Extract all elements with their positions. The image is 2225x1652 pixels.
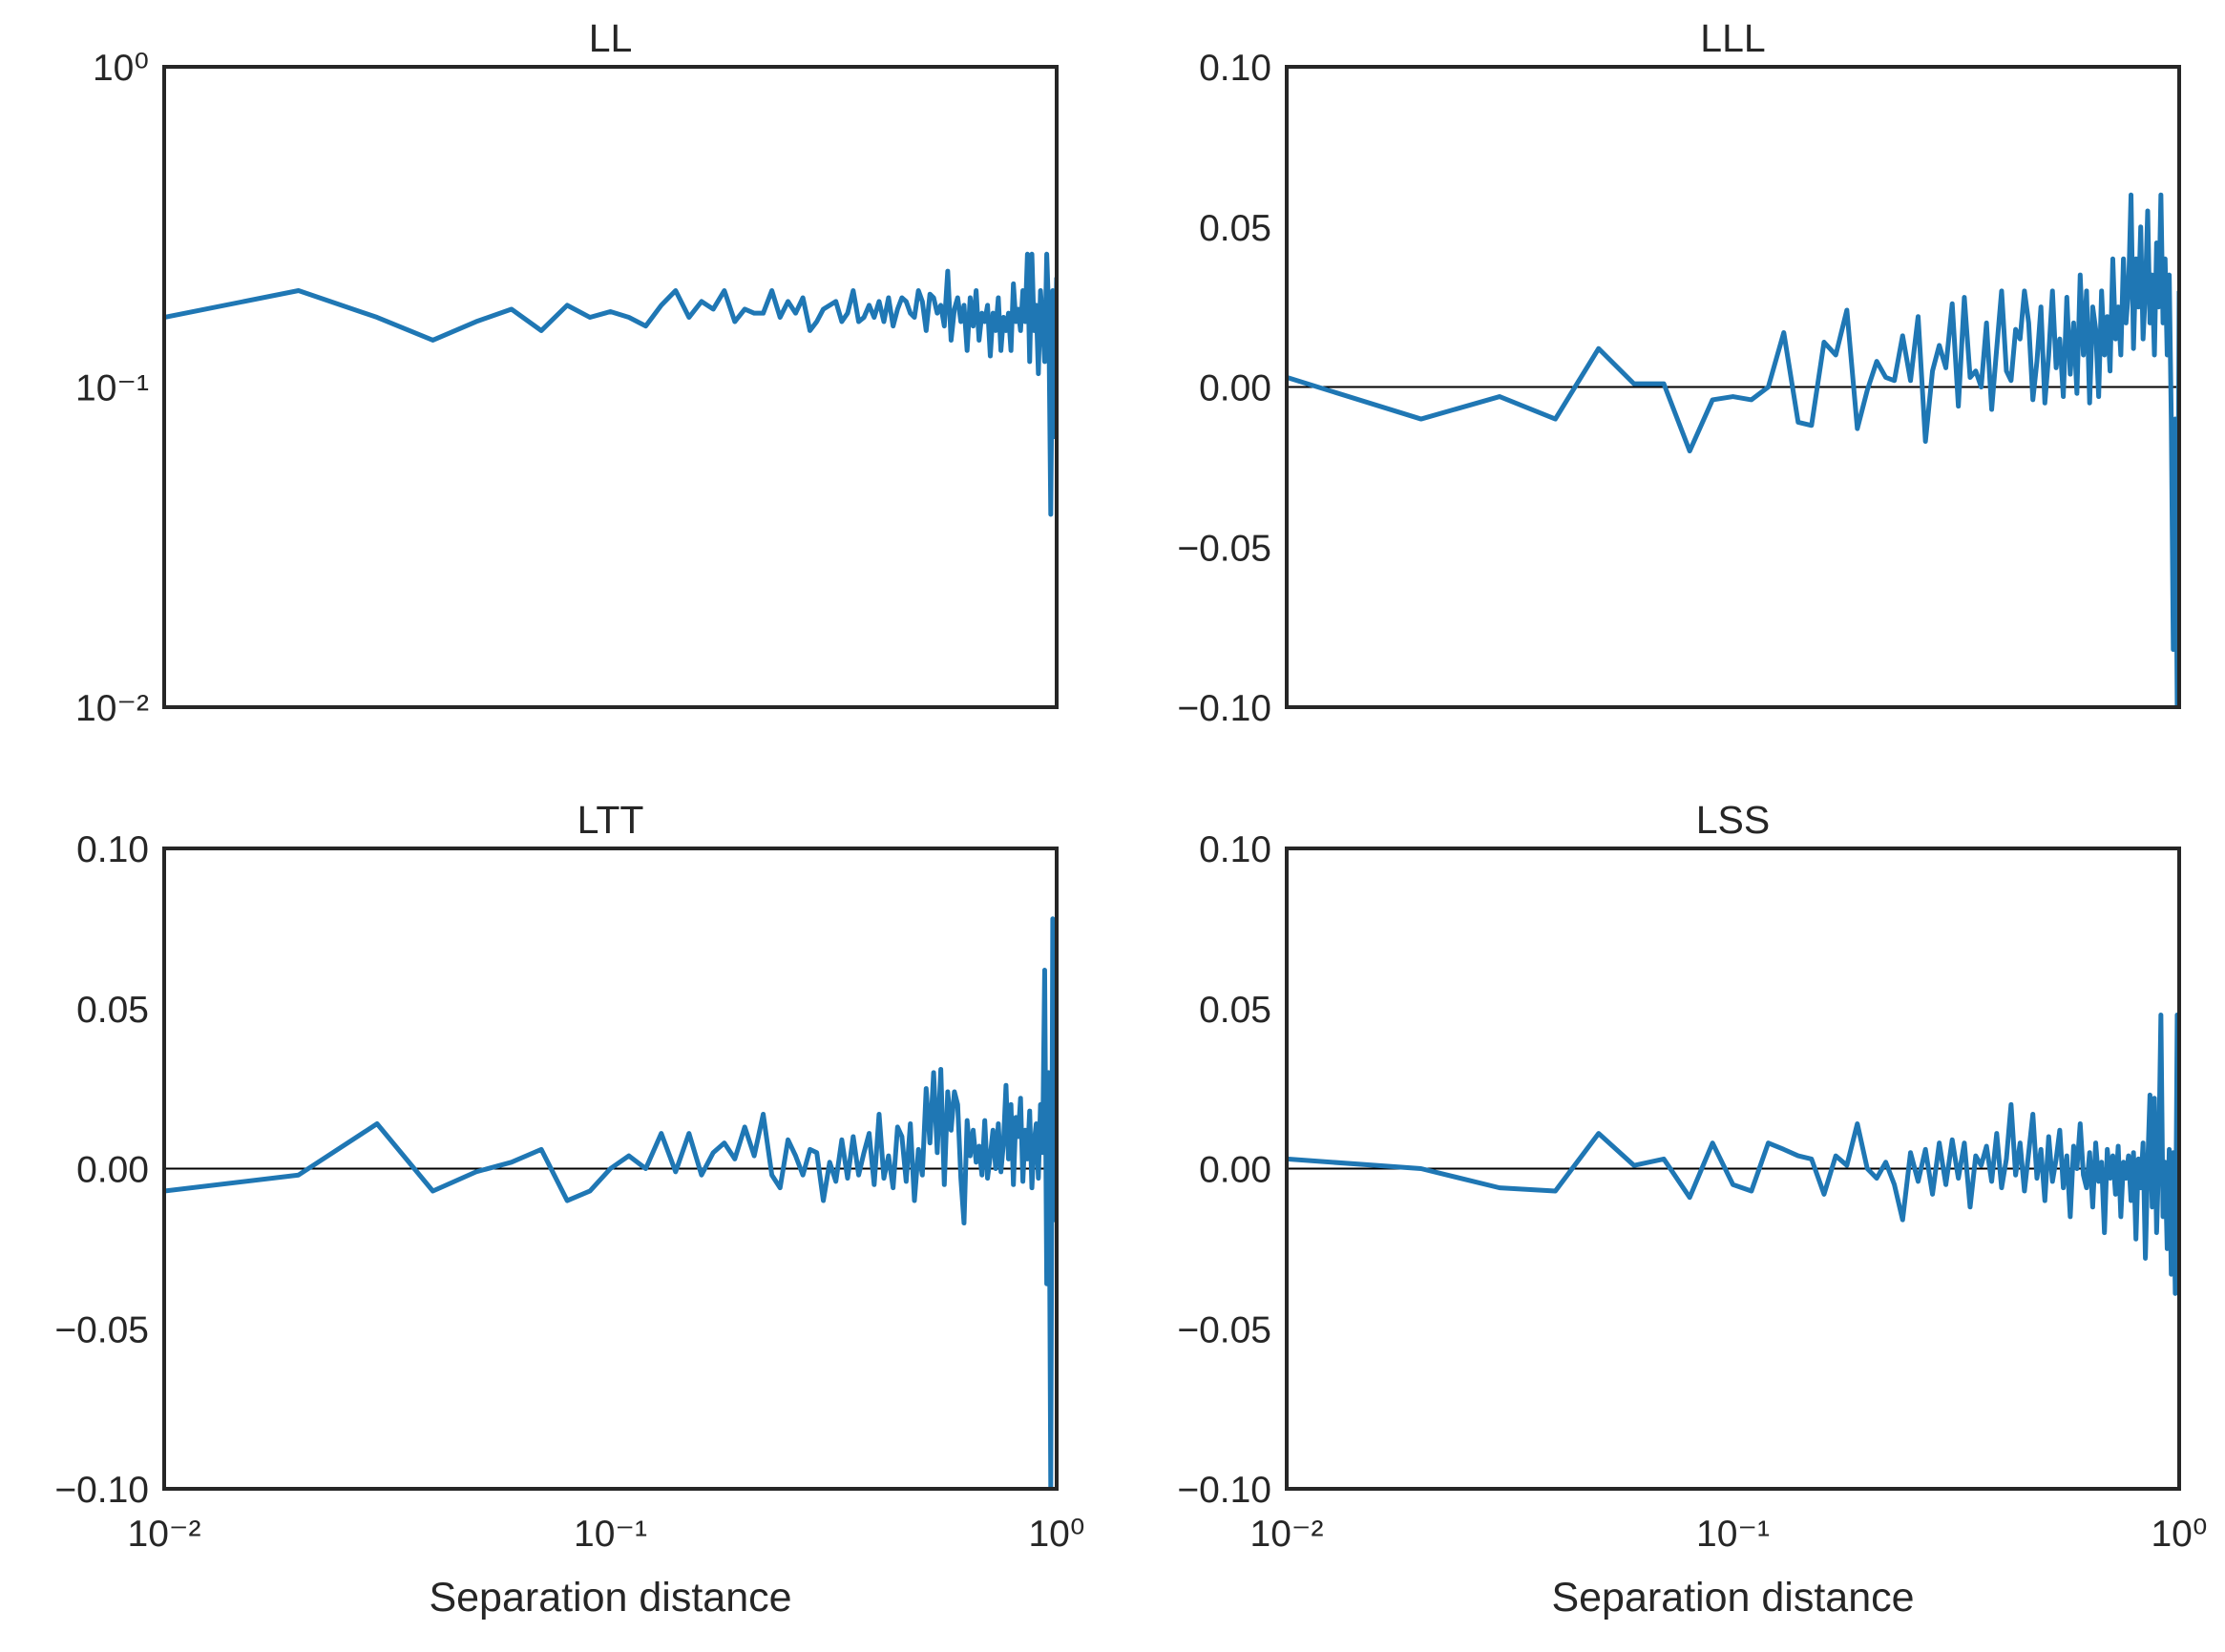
x-tick-label: 10⁻² xyxy=(128,1514,201,1555)
data-line xyxy=(1287,1012,2179,1296)
y-tick-label: 10⁰ xyxy=(93,48,149,89)
x-tick-label: 10⁻¹ xyxy=(574,1514,647,1555)
y-tick-label: 0.10 xyxy=(1199,829,1271,870)
y-tick-label: 10⁻² xyxy=(75,688,149,729)
y-tick-label: −0.10 xyxy=(54,1470,149,1511)
subplot-title: LTT xyxy=(577,798,644,842)
y-tick-label: −0.05 xyxy=(1177,1309,1271,1350)
subplot: LLL −0.10 −0.05 0.00 0.05 0.10 xyxy=(1177,16,2181,729)
subplot-title: LSS xyxy=(1696,798,1771,842)
axes-frame xyxy=(1285,847,2181,1491)
subplot: LL 10⁻² 10⁻¹ 10⁰ xyxy=(75,16,1059,729)
axes-frame xyxy=(1285,65,2181,709)
data-line xyxy=(164,251,1057,517)
y-tick-label: 0.00 xyxy=(1199,1150,1271,1191)
y-tick-label: 0.10 xyxy=(1199,48,1271,89)
axes-frame xyxy=(162,847,1059,1491)
y-tick-label: 0.05 xyxy=(1199,208,1271,249)
x-tick-label: 10⁰ xyxy=(2151,1514,2207,1555)
y-tick-label: −0.10 xyxy=(1177,688,1271,729)
y-tick-label: 0.05 xyxy=(1199,990,1271,1031)
y-tick-label: −0.10 xyxy=(1177,1470,1271,1511)
y-tick-label: −0.05 xyxy=(1177,528,1271,569)
data-line xyxy=(1287,192,2179,707)
y-tick-label: 10⁻¹ xyxy=(75,368,149,409)
subplot: LSS −0.10 −0.05 0.00 0.05 0.10 10⁻² 10⁻¹ 10⁰ Sepa… xyxy=(1177,798,2207,1621)
subplot: LTT −0.10 −0.05 0.00 0.05 0.10 10⁻² 10⁻¹ 10⁰ Sepa… xyxy=(54,798,1084,1621)
y-tick-label: −0.05 xyxy=(54,1309,149,1350)
y-tick-label: 0.00 xyxy=(76,1150,149,1191)
x-tick-label: 10⁰ xyxy=(1028,1514,1084,1555)
subplot-title: LLL xyxy=(1700,16,1765,60)
x-tick-label: 10⁻² xyxy=(1250,1514,1324,1555)
subplot-title: LL xyxy=(589,16,633,60)
y-tick-label: 0.05 xyxy=(76,990,149,1031)
data-line xyxy=(164,916,1057,1489)
y-tick-label: 0.00 xyxy=(1199,368,1271,409)
x-axis-label: Separation distance xyxy=(1551,1575,1914,1621)
x-tick-label: 10⁻¹ xyxy=(1696,1514,1770,1555)
y-tick-label: 0.10 xyxy=(76,829,149,870)
x-axis-label: Separation distance xyxy=(429,1575,791,1621)
axes-frame xyxy=(162,65,1059,709)
